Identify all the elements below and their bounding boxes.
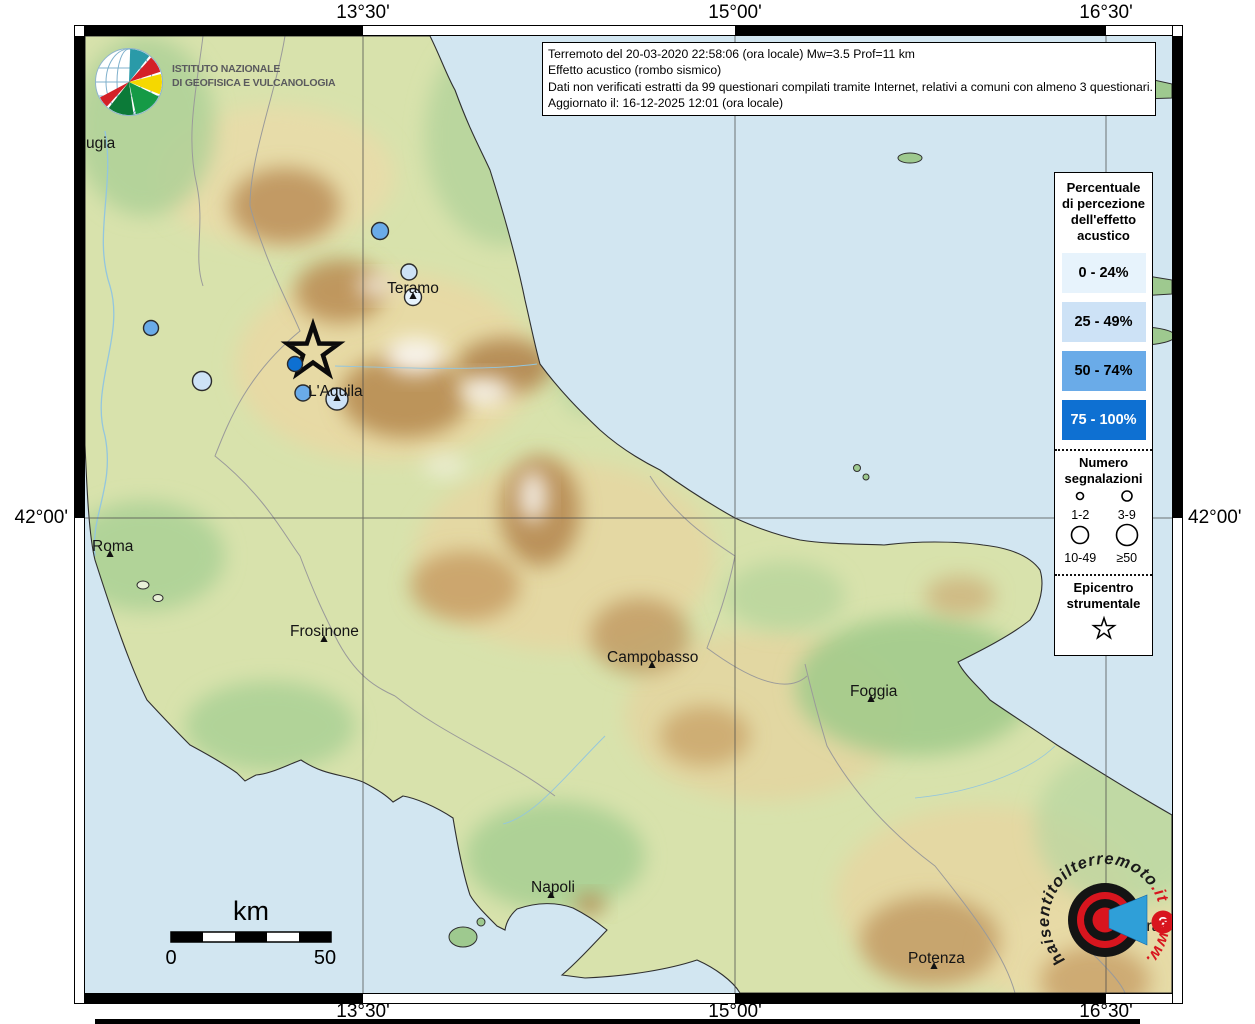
region-border	[804, 663, 1016, 993]
event-info-box: Terremoto del 20-03-2020 22:58:06 (ora l…	[542, 42, 1156, 116]
city-label: Teramo	[387, 280, 439, 297]
map-frame-left	[74, 25, 85, 1004]
question-badge	[1151, 910, 1172, 934]
event-disclaimer: Dati non verificati estratti da 99 quest…	[548, 79, 1153, 94]
megaphone-icon	[1108, 894, 1148, 946]
city-marker	[930, 962, 938, 969]
coord-bottom-1500: 15°00'	[708, 1001, 762, 1022]
city-marker	[547, 891, 555, 898]
ingv-logo: ISTITUTO NAZIONALE DI GEOFISICA E VULCAN…	[94, 46, 336, 118]
signal-size-2: 3-9	[1104, 487, 1151, 522]
legend-panel: Percentuale di percezione dell'effetto acus…	[1054, 172, 1153, 656]
city-marker	[106, 550, 114, 557]
report-dot	[400, 263, 418, 281]
report-dot	[286, 355, 304, 373]
coord-bottom-1330: 13°30'	[336, 1001, 390, 1022]
scale-bar: km 0 50	[165, 896, 336, 969]
region-border	[191, 36, 204, 287]
coord-bottom-1630: 16°30'	[1079, 1001, 1133, 1022]
city-label: Roma	[92, 538, 134, 555]
city-label: Frosinone	[290, 623, 359, 640]
city-label: Potenza	[908, 950, 965, 967]
coord-top-1330: 13°30'	[336, 2, 390, 23]
city-label: Napoli	[531, 879, 575, 896]
legend-title: Percentuale di percezione dell'effetto acus…	[1061, 180, 1146, 243]
ingv-name-line2: DI GEOFISICA E VULCANOLOGIA	[172, 77, 336, 89]
city-marker	[867, 695, 875, 702]
event-title: Terremoto del 20-03-2020 22:58:06 (ora l…	[548, 47, 915, 61]
city-label: ugia	[86, 135, 116, 152]
ingv-globe-icon	[95, 48, 163, 116]
region-border	[214, 36, 396, 697]
legend-class-2: 50 - 74%	[1061, 351, 1146, 391]
city-label: L'Aquila	[308, 383, 363, 400]
event-effect: Effetto acustico (rombo sismico)	[548, 63, 722, 78]
map-frame-top	[74, 25, 1183, 36]
report-dot	[142, 319, 160, 337]
region-border	[394, 695, 556, 797]
question-mark-icon: ?	[1158, 915, 1168, 932]
coord-right-4200: 42°00'	[1188, 507, 1242, 528]
event-updated: Aggiornato il: 16-12-2025 12:01 (ora loc…	[548, 96, 784, 111]
map-canvas: km 0 50 ugia Teramo L'Aquila Roma Frosinone C…	[85, 36, 1172, 993]
river-pescara	[334, 363, 538, 369]
scale-end-label: 50	[314, 947, 336, 969]
river-ofanto	[914, 745, 1056, 799]
coord-left-4200: 42°00'	[14, 507, 69, 528]
signal-size-3: 10-49	[1057, 522, 1104, 565]
legend-classes: 0 - 24% 25 - 49% 50 - 74% 75 - 100%	[1055, 253, 1152, 440]
coord-top-1630: 16°30'	[1079, 2, 1133, 23]
legend-class-1: 25 - 49%	[1061, 302, 1146, 342]
report-dot	[370, 221, 390, 241]
bottom-window-edge	[95, 1019, 1140, 1024]
city-marker	[333, 394, 341, 401]
city-label: Campobasso	[607, 649, 698, 666]
legend-class-0: 0 - 24%	[1061, 253, 1146, 293]
signal-size-4: ≥50	[1104, 522, 1151, 565]
river-tevere	[93, 130, 115, 557]
region-border	[649, 475, 808, 685]
epicenter-star-icon	[1090, 615, 1117, 640]
map-frame-right	[1172, 25, 1183, 1004]
signal-size-1: 1-2	[1057, 487, 1104, 522]
epicenter-title: Epicentro strumentale	[1066, 580, 1141, 611]
signal-sizes: 1-2 3-9 10-49 ≥50	[1055, 487, 1152, 565]
epicenter-star	[280, 317, 346, 380]
coord-top-1500: 15°00'	[708, 2, 762, 23]
map-frame-bottom	[74, 993, 1183, 1004]
city-marker	[409, 292, 417, 299]
signals-title: Numero segnalazioni	[1064, 455, 1143, 486]
city-label: Foggia	[850, 683, 898, 700]
ingv-name-line1: ISTITUTO NAZIONALE	[172, 63, 281, 75]
city-marker	[320, 635, 328, 642]
river-volturno	[502, 735, 606, 825]
legend-class-3: 75 - 100%	[1061, 400, 1146, 440]
scale-unit-label: km	[233, 896, 269, 926]
scale-start-label: 0	[165, 947, 176, 969]
report-dot	[294, 384, 312, 402]
city-marker	[648, 661, 656, 668]
report-dot	[191, 370, 213, 392]
